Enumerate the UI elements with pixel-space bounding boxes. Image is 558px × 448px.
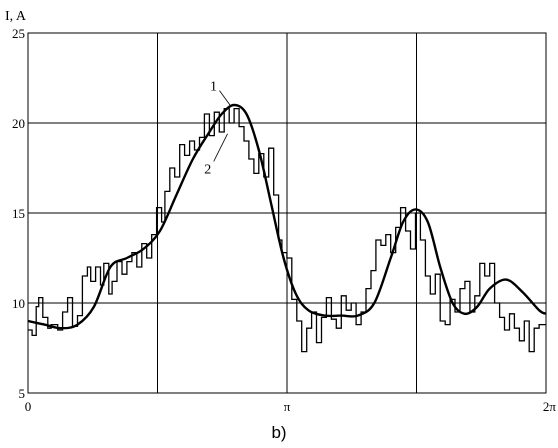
x-tick-label-1: π: [284, 399, 291, 414]
y-tick-label-2: 15: [12, 206, 25, 221]
y-tick-label-0: 5: [19, 386, 26, 401]
annotation-label-0: 1: [210, 80, 217, 95]
series-line-2: [28, 107, 546, 353]
annotation-label-1: 2: [204, 162, 211, 177]
y-tick-label-4: 25: [12, 26, 25, 41]
x-tick-label-0: 0: [25, 399, 32, 414]
tick-labels: 5 10 15 20 25 0 π 2π: [12, 26, 556, 414]
series-line-1: [27, 103, 547, 330]
y-tick-label-1: 10: [12, 296, 25, 311]
grid: [28, 32, 547, 393]
annotations: 12: [204, 80, 231, 177]
annotation-leader-0: [219, 90, 231, 106]
plot-frame: [27, 32, 547, 394]
y-axis-label: I, A: [5, 9, 27, 24]
series-group: [27, 103, 547, 353]
figure-caption: b): [271, 423, 286, 442]
y-tick-label-3: 20: [12, 116, 25, 131]
annotation-leader-1: [213, 133, 228, 162]
x-tick-label-2: 2π: [543, 399, 557, 414]
